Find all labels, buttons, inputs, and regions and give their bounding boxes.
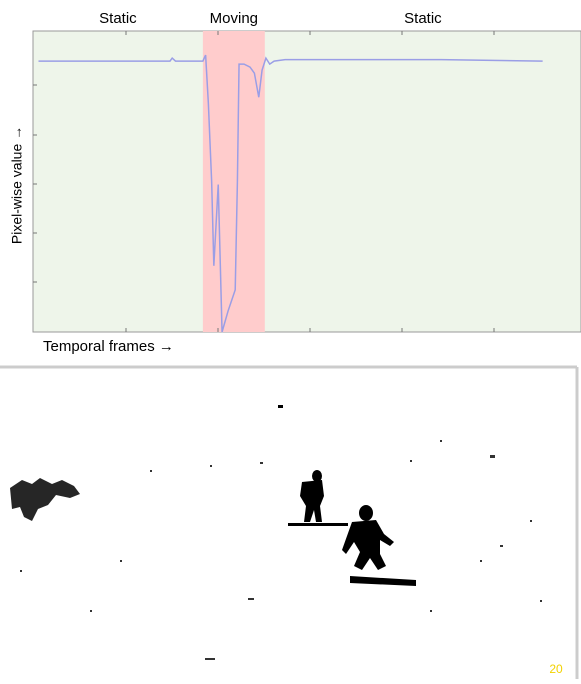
region-label: Moving <box>210 10 258 27</box>
image-frame <box>0 366 577 679</box>
x-axis-label: Temporal frames → <box>43 338 174 355</box>
segmentation-image: 20 <box>0 366 577 679</box>
figure: Static Moving Static Pixel-wise value → Te… <box>0 0 581 679</box>
chart: Static Moving Static <box>33 10 581 332</box>
plot-background <box>33 31 581 332</box>
region-label: Static <box>99 10 137 27</box>
region-label: Static <box>404 10 442 27</box>
y-axis-label: Pixel-wise value → <box>9 126 25 244</box>
frame-number: 20 <box>549 662 563 676</box>
